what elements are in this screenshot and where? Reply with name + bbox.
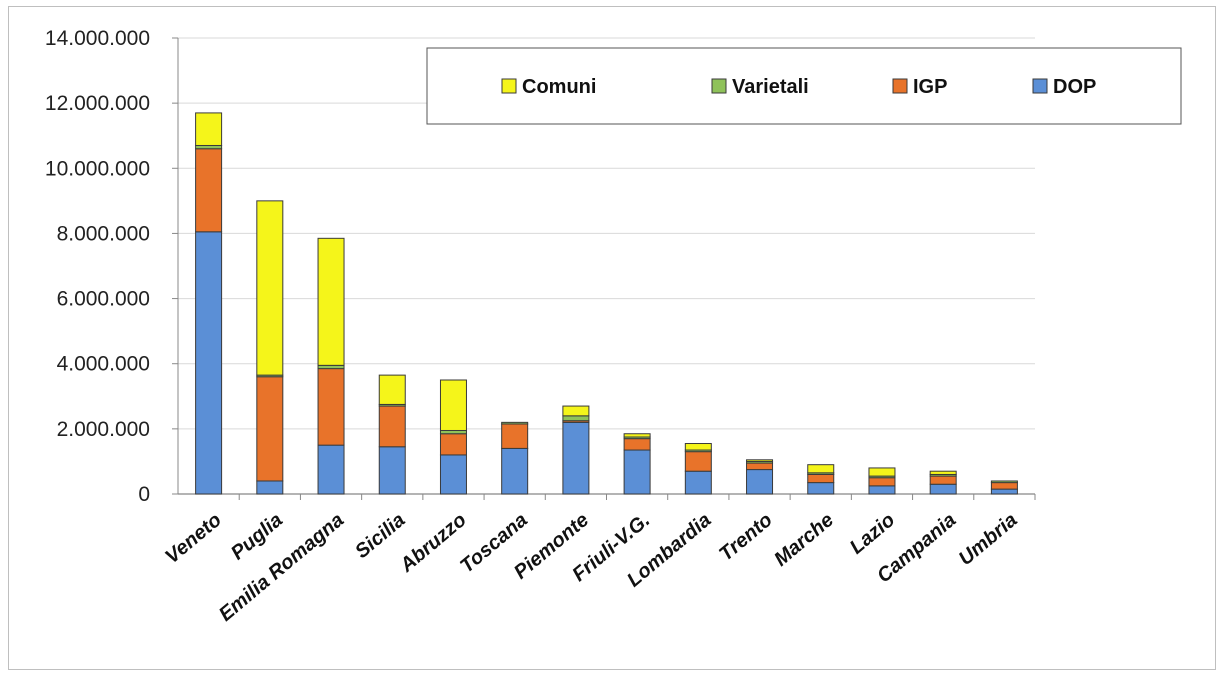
- bar-igp-umbria: [990, 482, 1018, 490]
- bar-dop-marche: [807, 482, 835, 495]
- bar-comuni-campania: [929, 470, 957, 475]
- legend-swatch-comuni: [501, 78, 517, 94]
- legend-swatch-dop: [1032, 78, 1048, 94]
- legend-box: [426, 47, 1182, 125]
- bar-igp-sicilia: [378, 405, 406, 448]
- x-tick-label: Abruzzo: [395, 509, 470, 577]
- bar-igp-veneto: [195, 148, 223, 233]
- bar-comuni-marche: [807, 464, 835, 474]
- x-tick-label: Veneto: [161, 509, 226, 568]
- bar-igp-lombardia: [684, 451, 712, 472]
- bar-dop-piemonte: [562, 421, 590, 495]
- bar-comuni-emilia-romagna: [317, 237, 345, 366]
- bar-dop-veneto: [195, 231, 223, 495]
- bar-igp-campania: [929, 475, 957, 485]
- y-tick-label: 2.000.000: [57, 418, 150, 441]
- bar-igp-trento: [746, 462, 774, 471]
- legend-swatch-igp: [892, 78, 908, 94]
- bar-dop-trento: [746, 469, 774, 495]
- legend: Comuni Varietali IGP DOP: [426, 47, 1182, 125]
- bar-comuni-veneto: [195, 112, 223, 146]
- y-tick-label: 0: [138, 483, 150, 506]
- y-tick-label: 10.000.000: [45, 157, 150, 180]
- y-tick-label: 6.000.000: [57, 288, 150, 311]
- bar-dop-sicilia: [378, 446, 406, 495]
- bar-comuni-trento: [746, 459, 774, 462]
- x-tick-label: Marche: [770, 509, 838, 571]
- bar-comuni-friuli-v-g-: [623, 433, 651, 438]
- legend-label-igp: IGP: [913, 76, 947, 98]
- bar-igp-lazio: [868, 477, 896, 487]
- legend-swatch-varietali: [711, 78, 727, 94]
- bar-igp-emilia-romagna: [317, 368, 345, 446]
- bar-varietali-piemonte: [562, 415, 590, 422]
- y-tick-label: 4.000.000: [57, 353, 150, 376]
- bar-igp-toscana: [501, 423, 529, 449]
- bar-dop-puglia: [256, 480, 284, 495]
- bar-dop-emilia-romagna: [317, 444, 345, 495]
- bar-dop-umbria: [990, 488, 1018, 495]
- bar-comuni-puglia: [256, 200, 284, 376]
- bar-dop-campania: [929, 483, 957, 495]
- bar-dop-abruzzo: [439, 454, 467, 495]
- x-tick-label: Lazio: [846, 509, 899, 559]
- bar-comuni-lazio: [868, 467, 896, 477]
- x-tick-label: Umbria: [955, 509, 1022, 570]
- legend-label-varietali: Varietali: [732, 76, 809, 98]
- bar-varietali-umbria: [990, 480, 1018, 484]
- bar-igp-puglia: [256, 376, 284, 482]
- bar-dop-toscana: [501, 447, 529, 495]
- bar-dop-lombardia: [684, 470, 712, 495]
- legend-label-comuni: Comuni: [522, 76, 596, 98]
- bar-varietali-toscana: [501, 421, 529, 425]
- bar-dop-friuli-v-g-: [623, 449, 651, 495]
- bar-comuni-piemonte: [562, 405, 590, 417]
- bar-igp-abruzzo: [439, 433, 467, 456]
- y-tick-label: 12.000.000: [45, 92, 150, 115]
- bar-igp-marche: [807, 473, 835, 484]
- bar-comuni-lombardia: [684, 443, 712, 451]
- y-tick-label: 14.000.000: [45, 27, 150, 50]
- bars: [195, 112, 1018, 495]
- legend-label-dop: DOP: [1053, 76, 1096, 98]
- bar-comuni-abruzzo: [439, 379, 467, 431]
- y-tick-label: 8.000.000: [57, 222, 150, 245]
- bar-igp-friuli-v-g-: [623, 438, 651, 451]
- bar-comuni-sicilia: [378, 374, 406, 405]
- bar-dop-lazio: [868, 485, 896, 495]
- x-tick-label: Trento: [715, 509, 777, 566]
